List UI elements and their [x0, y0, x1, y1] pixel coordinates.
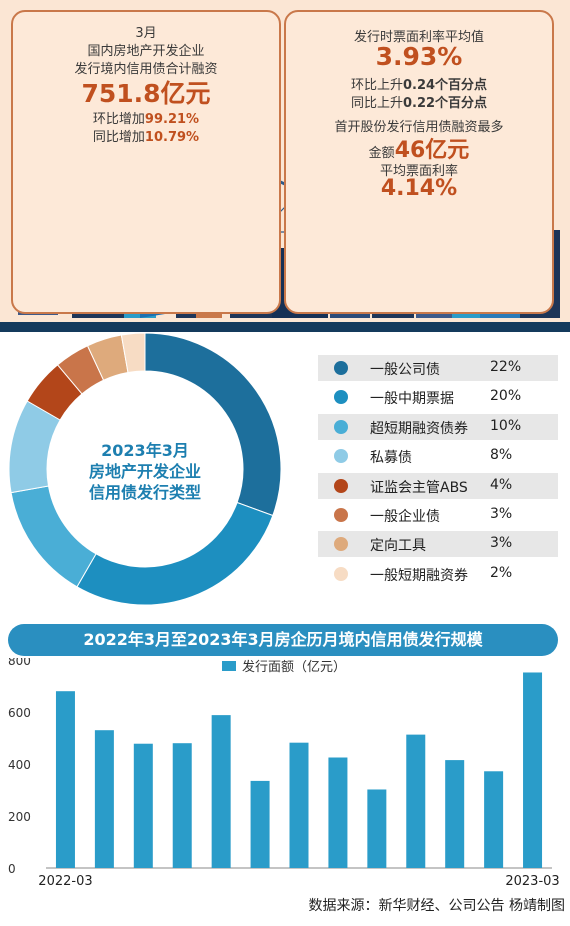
y-tick-label: 600: [8, 706, 31, 720]
legend-swatch: [334, 537, 348, 552]
rate-yoy-value: 0.22个百分点: [402, 96, 488, 111]
rate-value: 3.93%: [375, 42, 463, 71]
rate-mom-prefix: 环比上升: [350, 78, 403, 93]
donut-slice-2: [76, 501, 274, 606]
legend-swatch: [334, 419, 348, 434]
donut-title: 2023年3月 房地产开发企业 信用债发行类型: [70, 440, 220, 503]
rate-mom-value: 0.24个百分点: [402, 78, 488, 93]
legend-label: 私募债: [370, 450, 412, 467]
issuer-amount: 金额46亿元: [286, 132, 552, 164]
bar-chart-title: 2022年3月至2023年3月房企历月境内信用债发行规模: [8, 624, 558, 656]
bar-legend-swatch: [222, 661, 236, 671]
rate-yoy: 同比上升0.22个百分点: [286, 92, 552, 111]
bar-2023-02: [484, 771, 504, 868]
bar-2022-10: [328, 757, 348, 868]
yoy-prefix: 同比增加: [92, 130, 145, 145]
avg-rate-label: 平均票面利率: [379, 164, 458, 179]
bar-2022-12: [406, 734, 426, 868]
card-coupon-rate: 发行时票面利率平均值 3.93% 环比上升0.24个百分点 同比上升0.22个百…: [284, 10, 554, 314]
legend-label: 一般企业债: [370, 509, 440, 525]
month-label: 3月: [135, 26, 157, 41]
legend-percent: 4%: [490, 476, 513, 493]
legend-label: 一般中期票据: [370, 391, 454, 408]
card-total-financing: 3月 国内房地产开发企业 发行境内信用债合计融资 751.8亿元 环比增加99.…: [11, 10, 281, 314]
rate-label: 发行时票面利率平均值: [353, 30, 484, 45]
bar-2022-11: [367, 789, 387, 868]
legend-item: 超短期融资债券 10%: [318, 413, 558, 440]
mom-value: 99.21%: [144, 112, 200, 127]
donut-title-line2: 房地产开发企业: [88, 462, 201, 481]
bar-2022-08: [250, 780, 270, 868]
donut-slice-8: [120, 332, 146, 374]
y-tick-label: 800: [8, 658, 31, 668]
legend-item: 私募债 8%: [318, 443, 558, 469]
y-tick-label: 0: [8, 862, 16, 876]
bar-chart: 0 200 400 600 800 发行面额（亿元） 2022-03 2023-03: [8, 658, 560, 889]
donut-title-line3: 信用债发行类型: [88, 483, 201, 502]
legend-label: 一般短期融资券: [370, 567, 468, 584]
legend-label: 超短期融资债券: [370, 420, 468, 437]
total-amount: 751.8亿元: [81, 79, 211, 108]
rate-yoy-prefix: 同比上升: [350, 96, 403, 111]
issuer-amount-prefix: 金额: [368, 146, 395, 161]
legend-item: 定向工具 3%: [318, 531, 558, 558]
bar-2022-03: [55, 691, 75, 868]
legend-percent: 10%: [490, 417, 522, 434]
bar-2022-04: [94, 730, 114, 868]
issuer-amount-value: 46亿元: [394, 138, 470, 163]
bar-legend-label: 发行面额（亿元）: [242, 659, 346, 675]
legend-label: 证监会主管ABS: [370, 479, 468, 496]
legend-item: 一般公司债 22%: [318, 355, 558, 381]
y-tick-label: 200: [8, 810, 31, 824]
legend-label: 一般公司债: [370, 362, 440, 378]
legend-swatch: [334, 566, 348, 581]
donut-chart: [8, 332, 282, 606]
legend-percent: 22%: [490, 359, 522, 375]
legend-percent: 3%: [490, 535, 513, 552]
x-tick-label: 2022-03: [38, 874, 92, 889]
yoy-change: 同比增加10.79%: [13, 126, 279, 145]
legend-swatch: [334, 361, 348, 375]
mom-prefix: 环比增加: [92, 112, 145, 127]
x-tick-label: 2023-03: [505, 874, 559, 889]
bar-2023-01: [445, 760, 465, 868]
legend-percent: 3%: [490, 506, 513, 522]
yoy-value: 10.79%: [144, 130, 200, 145]
donut-title-line1: 2023年3月: [101, 441, 189, 460]
y-tick-label: 400: [8, 758, 31, 772]
legend-swatch: [334, 390, 348, 405]
avg-rate-value: 4.14%: [380, 176, 458, 201]
section-divider: [0, 322, 570, 332]
bar-2023-03: [523, 672, 543, 868]
mom-change: 环比增加99.21%: [13, 108, 279, 127]
rate-mom: 环比上升0.24个百分点: [286, 74, 552, 93]
legend-item: 证监会主管ABS 4%: [318, 472, 558, 499]
summary-panel: 3月 国内房地产开发企业 发行境内信用债合计融资 751.8亿元 环比增加99.…: [0, 0, 570, 322]
legend-swatch: [334, 449, 348, 464]
legend-item: 一般短期融资券 2%: [318, 561, 558, 587]
legend-percent: 2%: [490, 564, 513, 581]
legend-item: 一般企业债 3%: [318, 502, 558, 528]
legend-swatch: [334, 478, 348, 493]
description-line2: 发行境内信用债合计融资: [74, 62, 218, 77]
data-source: 数据来源：新华财经、公司公告 杨靖制图: [308, 898, 565, 914]
legend-swatch: [334, 508, 348, 522]
legend-percent: 20%: [490, 388, 522, 405]
bar-2022-07: [211, 715, 231, 868]
bar-2022-09: [289, 742, 309, 868]
legend-label: 定向工具: [370, 538, 426, 555]
bar-2022-06: [172, 743, 192, 868]
description-line1: 国内房地产开发企业: [87, 44, 205, 59]
bar-2022-05: [133, 743, 153, 868]
top-issuer: 首开股份发行信用债融资最多: [334, 120, 504, 135]
legend-percent: 8%: [490, 447, 513, 464]
legend-item: 一般中期票据 20%: [318, 384, 558, 410]
